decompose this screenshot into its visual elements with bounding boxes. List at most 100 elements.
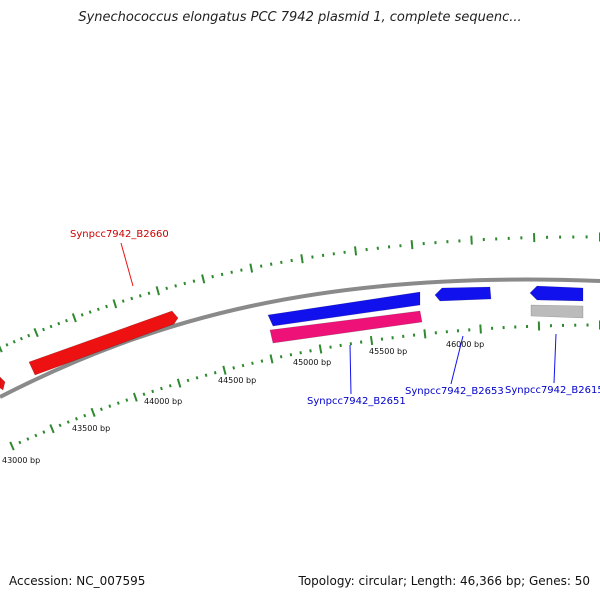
inner-ring-major-tick xyxy=(423,329,427,339)
outer-ring-major-tick xyxy=(300,254,304,264)
outer-ring-minor-tick xyxy=(174,284,177,288)
scale-label-44000: 44000 bp xyxy=(144,397,182,406)
inner-ring-minor-tick xyxy=(289,353,293,357)
outer-ring-minor-tick xyxy=(65,318,68,323)
outer-ring-minor-tick xyxy=(130,296,134,301)
inner-ring-minor-tick xyxy=(74,417,78,421)
outer-tick-ring xyxy=(0,232,600,353)
outer-ring-minor-tick xyxy=(27,333,31,338)
inner-ring-minor-tick xyxy=(99,407,103,412)
outer-ring-minor-tick xyxy=(280,260,283,264)
inner-ring-major-tick xyxy=(479,324,482,334)
outer-ring-minor-tick xyxy=(57,321,61,326)
outer-ring-minor-tick xyxy=(105,304,108,309)
outer-ring-major-tick xyxy=(410,240,414,250)
outer-ring-major-tick xyxy=(201,274,206,284)
gene-blue-arrow-b2615-region[interactable] xyxy=(529,285,584,302)
inner-ring-minor-tick xyxy=(108,404,112,408)
inner-ring-minor-tick xyxy=(232,366,236,370)
inner-ring-minor-tick xyxy=(151,389,155,394)
inner-ring-minor-tick xyxy=(359,340,363,344)
topology-text: Topology: circular; Length: 46,366 bp; G… xyxy=(298,574,590,588)
scale-label-46000: 46000 bp xyxy=(446,340,484,349)
outer-ring-major-tick xyxy=(33,328,39,338)
leader-line-b2660 xyxy=(120,242,134,287)
outer-ring-major-tick xyxy=(249,263,254,273)
outer-ring-minor-tick xyxy=(183,281,187,286)
inner-ring-minor-tick xyxy=(260,359,264,363)
gene-labels: Synpcc7942_B2660 Synpcc7942_B2651 Synpcc… xyxy=(70,229,600,407)
gene-red-arrow-partial[interactable] xyxy=(0,376,6,391)
inner-ring-minor-tick xyxy=(279,355,283,359)
inner-ring-minor-tick xyxy=(195,376,199,380)
inner-ring-major-tick xyxy=(269,354,274,364)
outer-ring-major-tick xyxy=(71,313,77,323)
inner-ring-minor-tick xyxy=(339,343,342,348)
inner-ring-minor-tick xyxy=(18,440,22,445)
outer-ring-minor-tick xyxy=(121,299,125,303)
outer-ring-minor-tick xyxy=(80,313,84,317)
inner-ring-minor-tick xyxy=(42,430,46,434)
scale-label-43500: 43500 bp xyxy=(72,424,110,433)
gene-label-b2653[interactable]: Synpcc7942_B2653 xyxy=(405,386,504,397)
outer-ring-minor-tick xyxy=(96,307,100,312)
outer-ring-minor-tick xyxy=(5,343,9,347)
inner-ring-minor-tick xyxy=(299,351,302,355)
inner-ring-minor-tick xyxy=(125,398,129,402)
inner-ring-major-tick xyxy=(9,441,15,451)
scale-labels: 43000 bp 43500 bp 44000 bp 44500 bp 4500… xyxy=(2,340,484,465)
inner-ring-major-tick xyxy=(318,344,323,354)
outer-ring-minor-tick xyxy=(138,294,142,298)
gene-blue-arrow-1[interactable] xyxy=(267,291,421,327)
outer-ring-minor-tick xyxy=(49,324,53,329)
gene-label-b2651[interactable]: Synpcc7942_B2651 xyxy=(307,396,406,407)
outer-ring-minor-tick xyxy=(165,286,169,290)
outer-ring-minor-tick xyxy=(147,291,151,295)
map-title: Synechococcus elongatus PCC 7942 plasmid… xyxy=(78,10,522,25)
inner-ring-minor-tick xyxy=(309,349,312,353)
outer-ring-minor-tick xyxy=(211,274,214,279)
outer-ring-major-tick xyxy=(470,235,473,245)
gene-pink-bar-b2651[interactable] xyxy=(269,310,423,344)
outer-ring-minor-tick xyxy=(19,336,23,341)
accession-text: Accession: NC_007595 xyxy=(9,574,146,588)
inner-ring-minor-tick xyxy=(83,413,87,418)
inner-ring-minor-tick xyxy=(116,401,120,405)
gene-red-arrow-b2660[interactable] xyxy=(28,310,179,376)
scale-label-44500: 44500 bp xyxy=(218,376,256,385)
inner-ring-minor-tick xyxy=(329,345,332,349)
inner-ring-minor-tick xyxy=(66,420,70,424)
outer-ring-minor-tick xyxy=(230,270,233,274)
gene-gray-bar[interactable] xyxy=(530,304,584,319)
inner-ring-minor-tick xyxy=(213,371,217,375)
outer-ring-minor-tick xyxy=(12,339,16,344)
gene-label-b2660[interactable]: Synpcc7942_B2660 xyxy=(70,229,169,240)
inner-ring-minor-tick xyxy=(142,392,146,397)
inner-ring-minor-tick xyxy=(168,384,172,388)
outer-ring-minor-tick xyxy=(269,262,273,266)
scale-label-45000: 45000 bp xyxy=(293,358,331,367)
outer-ring-minor-tick xyxy=(42,327,46,332)
inner-ring-major-tick xyxy=(176,378,182,388)
outer-ring-minor-tick xyxy=(192,279,196,283)
genes-track xyxy=(0,285,584,391)
gene-blue-arrow-b2653[interactable] xyxy=(434,286,492,302)
outer-ring-major-tick xyxy=(112,299,118,309)
outer-ring-minor-tick xyxy=(290,258,293,263)
inner-ring-major-tick xyxy=(132,392,138,402)
scale-label-43000: 43000 bp xyxy=(2,456,40,465)
inner-ring-minor-tick xyxy=(241,363,245,368)
inner-ring-minor-tick xyxy=(349,342,353,346)
gene-label-b2615[interactable]: Synpcc7942_B2615 xyxy=(505,385,600,396)
inner-ring-minor-tick xyxy=(204,373,208,377)
inner-tick-ring xyxy=(9,320,600,451)
outer-ring-minor-tick xyxy=(240,268,243,272)
leader-line-b2653 xyxy=(450,335,464,385)
outer-ring-minor-tick xyxy=(311,255,314,259)
inner-ring-minor-tick xyxy=(26,437,30,441)
leader-line-b2651 xyxy=(349,344,352,395)
outer-ring-major-tick xyxy=(354,246,358,256)
outer-ring-minor-tick xyxy=(259,264,263,268)
inner-ring-minor-tick xyxy=(186,378,190,383)
inner-ring-major-tick xyxy=(90,407,96,417)
